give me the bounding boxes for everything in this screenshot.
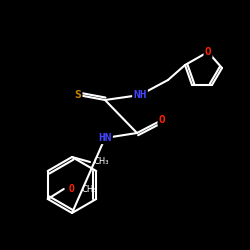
Text: CH₃: CH₃ [93,158,108,166]
Text: O: O [159,115,166,125]
Text: NH: NH [133,90,147,100]
Text: HN: HN [98,133,112,143]
Text: O: O [204,47,212,57]
Text: S: S [74,90,82,100]
Text: O: O [69,184,75,194]
Text: CH₃: CH₃ [82,184,97,194]
